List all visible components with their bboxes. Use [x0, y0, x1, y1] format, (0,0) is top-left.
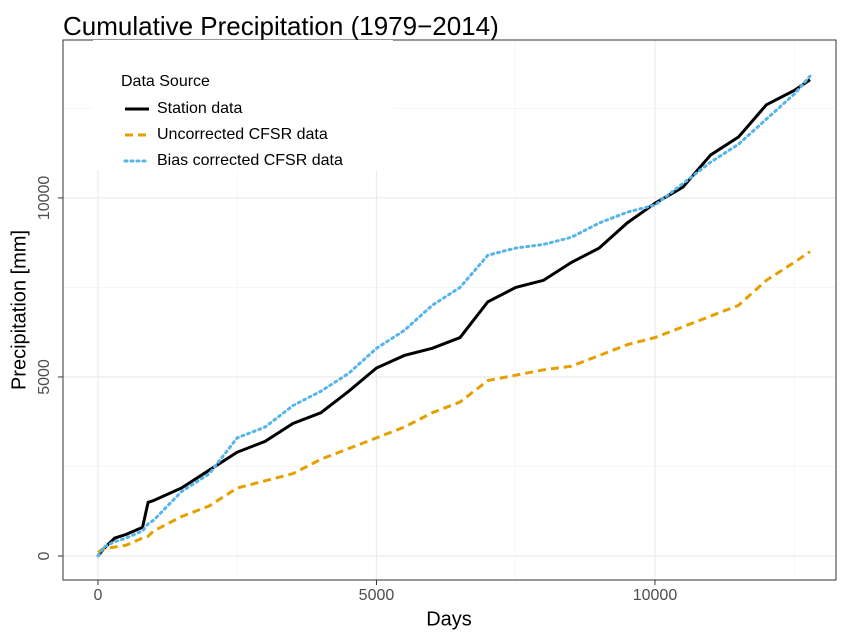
x-axis-label: Days — [426, 608, 472, 630]
legend-title: Data Source — [121, 73, 210, 90]
x-tick-label: 5000 — [359, 587, 395, 604]
x-tick-label: 0 — [94, 587, 103, 604]
line — [96, 78, 811, 557]
y-tick-label: 5000 — [36, 359, 53, 395]
line — [97, 250, 811, 554]
y-tick-label: 10000 — [36, 176, 53, 221]
y-axis-label: Precipitation [mm] — [8, 230, 30, 390]
y-tick-label: 0 — [36, 551, 53, 560]
x-tick-label: 10000 — [633, 587, 678, 604]
chart-title: Cumulative Precipitation (1979−2014) — [63, 11, 499, 41]
line — [96, 74, 812, 558]
legend-label: Uncorrected CFSR data — [157, 126, 328, 143]
legend-label: Station data — [157, 100, 243, 117]
panel-border — [62, 39, 837, 581]
legend-label: Bias corrected CFSR data — [157, 152, 343, 169]
legend-box — [93, 40, 393, 170]
